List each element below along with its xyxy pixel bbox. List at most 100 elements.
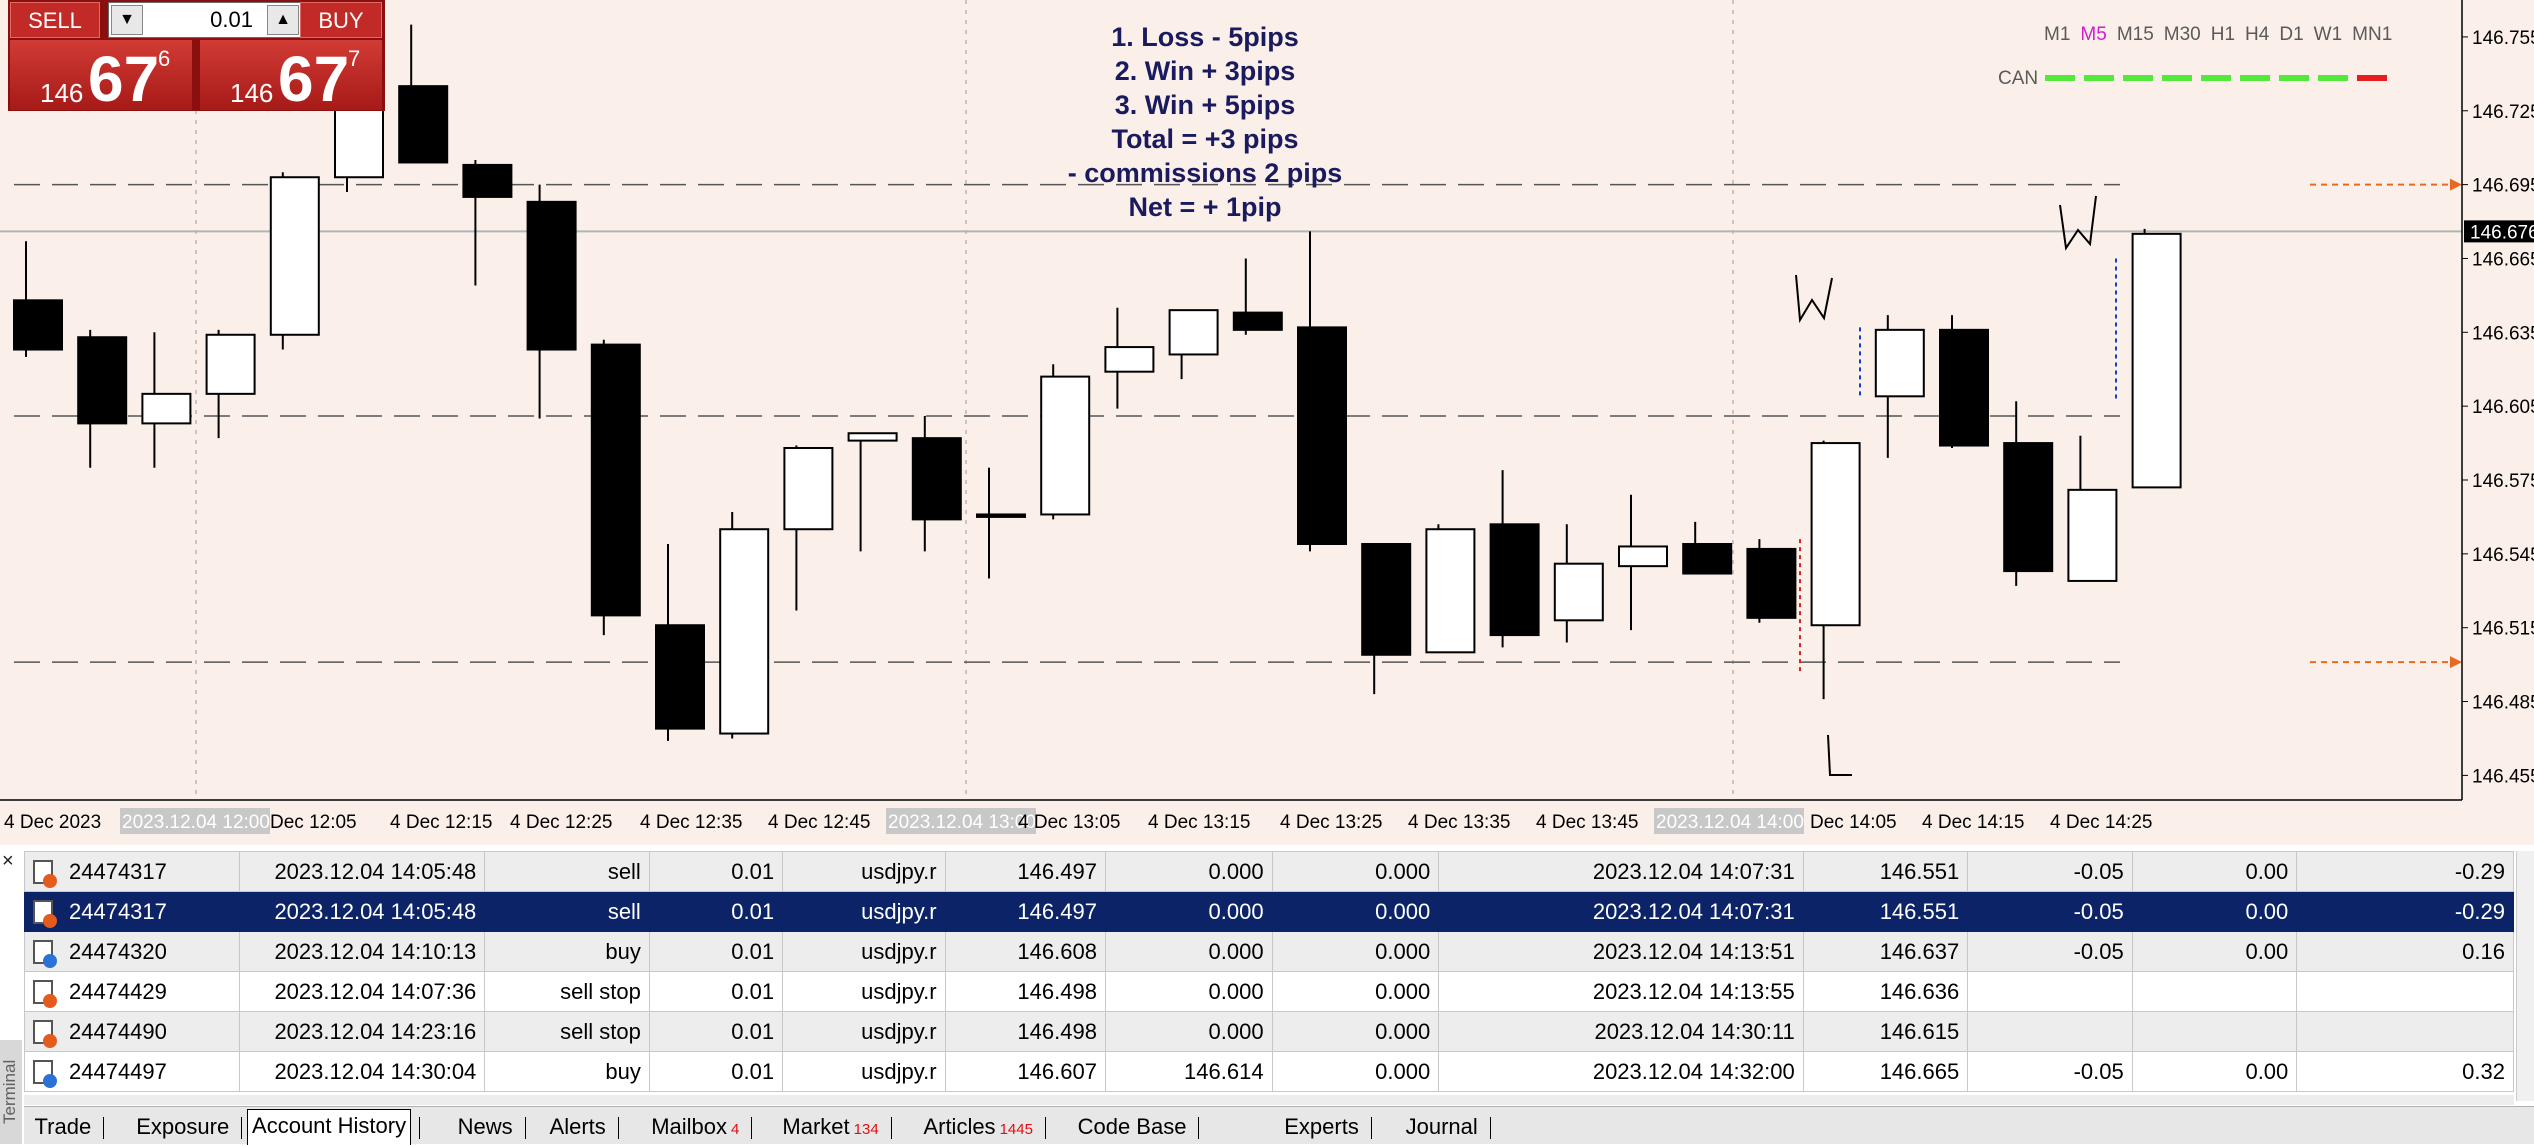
buy-price-display[interactable]: 146 67 7: [200, 40, 382, 115]
note-line: 3. Win + 5pips: [1114, 90, 1296, 120]
tab-label: Market: [782, 1114, 850, 1139]
tab-account-history[interactable]: Account History: [247, 1109, 412, 1145]
can-indicator-bar: [2084, 75, 2114, 81]
timeframe-m30[interactable]: M30: [2163, 24, 2201, 45]
cell-type: sell stop: [484, 1011, 650, 1052]
cell-type: buy: [484, 931, 650, 972]
bearish-candle: [1361, 543, 1412, 656]
tab-badge: 1445: [999, 1121, 1033, 1138]
note-line: Total = +3 pips: [1111, 124, 1299, 154]
cell-close-price: 146.637: [1802, 931, 1969, 972]
cell-profit: 0.16: [2296, 931, 2514, 972]
time-tick-highlight: [120, 808, 270, 834]
handwritten-l-mark: [1827, 734, 1852, 776]
tab-label: Account History: [252, 1113, 407, 1138]
cell-price: 146.497: [944, 891, 1106, 932]
price-tick-label: 146.755: [2472, 28, 2534, 49]
bearish-candle: [526, 200, 577, 351]
timeframe-h1[interactable]: H1: [2210, 24, 2236, 45]
bearish-candle: [1489, 523, 1540, 637]
time-tick-label: 4 Dec 14:15: [1922, 812, 2024, 833]
can-indicator-bar: [2240, 75, 2270, 81]
table-row-partial: [24, 1095, 2514, 1105]
price-chart[interactable]: 146.755 146.725 146.695 146.665 146.635 146.6…: [0, 0, 2534, 845]
lot-increase-icon[interactable]: ▲: [267, 5, 299, 35]
cell-ticket: 24474497: [24, 1051, 240, 1092]
tab-separator: [1370, 1117, 1372, 1139]
buy-button[interactable]: BUY: [300, 2, 382, 38]
tab-journal[interactable]: Journal: [1402, 1111, 1482, 1143]
cell-type: sell: [484, 851, 650, 892]
timeframe-indicator: M1 M5 M15 M30 H1 H4 D1 W1 MN1: [2044, 24, 2402, 46]
account-history-table[interactable]: 24474317 2023.12.04 14:05:48 sell 0.01 usdjp…: [24, 851, 2514, 1092]
timeframe-d1[interactable]: D1: [2279, 24, 2304, 45]
cell-symbol: usdjpy.r: [782, 891, 946, 932]
cell-price: 146.608: [944, 931, 1106, 972]
tab-experts[interactable]: Experts: [1280, 1111, 1363, 1143]
cell-ticket: 24474317: [24, 851, 240, 892]
table-scrollbar[interactable]: [2516, 851, 2534, 1101]
lot-size-input[interactable]: [145, 6, 261, 34]
time-tick-highlight: [886, 808, 1036, 834]
tab-market[interactable]: Market 134: [778, 1111, 882, 1143]
tab-separator: [103, 1117, 105, 1139]
timeframe-m5[interactable]: M5: [2080, 24, 2107, 45]
order-icon: [33, 980, 57, 1008]
tab-news[interactable]: News: [454, 1111, 517, 1143]
cell-type: sell: [484, 891, 650, 932]
sell-price-display[interactable]: 146 67 6: [10, 40, 192, 115]
cell-close-time: 2023.12.04 14:30:11: [1438, 1011, 1804, 1052]
bearish-candle: [1232, 311, 1283, 331]
cell-commission: [1967, 1011, 2133, 1052]
lot-decrease-icon[interactable]: ▼: [111, 5, 143, 35]
tab-separator: [241, 1117, 243, 1139]
can-indicator-bar: [2201, 75, 2231, 81]
cell-profit: -0.29: [2296, 891, 2514, 932]
tab-articles[interactable]: Articles 1445: [919, 1111, 1037, 1143]
cell-symbol: usdjpy.r: [782, 851, 946, 892]
candlestick-chart-canvas[interactable]: 146.755 146.725 146.695 146.665 146.635 146.6…: [0, 0, 2534, 845]
cell-ticket: 24474429: [24, 971, 240, 1012]
tab-alerts[interactable]: Alerts: [546, 1111, 610, 1143]
cell-tp: 0.000: [1271, 1051, 1440, 1092]
cell-profit: 0.32: [2296, 1051, 2514, 1092]
table-row[interactable]: 24474317 2023.12.04 14:05:48 sell 0.01 usdjp…: [24, 891, 2514, 932]
sell-button[interactable]: SELL: [10, 2, 100, 38]
bullish-candle: [1810, 442, 1861, 627]
order-icon: [33, 940, 57, 968]
lot-size-stepper[interactable]: ▼ ▲: [108, 2, 302, 38]
tab-code-base[interactable]: Code Base: [1074, 1111, 1191, 1143]
tab-trade[interactable]: Trade: [31, 1111, 96, 1143]
timeframe-m15[interactable]: M15: [2116, 24, 2154, 45]
tab-label: Experts: [1284, 1114, 1359, 1139]
table-row[interactable]: 24474317 2023.12.04 14:05:48 sell 0.01 usdjp…: [24, 851, 2514, 892]
tab-mailbox[interactable]: Mailbox 4: [647, 1111, 743, 1143]
cell-swap: [2131, 971, 2298, 1012]
can-indicator-bar: [2045, 75, 2075, 81]
cell-tp: 0.000: [1271, 971, 1440, 1012]
table-row[interactable]: 24474490 2023.12.04 14:23:16 sell stop 0.01…: [24, 1011, 2514, 1052]
table-row[interactable]: 24474497 2023.12.04 14:30:04 buy 0.01 usdjpy…: [24, 1051, 2514, 1092]
time-tick-label: 4 Dec 2023: [4, 812, 101, 833]
price-tick-label: 146.725: [2472, 102, 2534, 123]
cell-ticket: 24474317: [24, 891, 240, 932]
timeframe-mn1[interactable]: MN1: [2352, 24, 2393, 45]
timeframe-h4[interactable]: H4: [2245, 24, 2270, 45]
table-row[interactable]: 24474429 2023.12.04 14:07:36 sell stop 0.01…: [24, 971, 2514, 1012]
close-icon[interactable]: ×: [2, 850, 14, 872]
cell-sl: 0.000: [1104, 931, 1273, 972]
sell-price-big: 67: [88, 43, 160, 115]
timeframe-w1[interactable]: W1: [2313, 24, 2343, 45]
time-tick-label: 4 Dec 12:35: [640, 812, 742, 833]
can-indicator-bar: [2162, 75, 2192, 81]
price-tick-label: 146.485: [2472, 693, 2534, 714]
tab-exposure[interactable]: Exposure: [132, 1111, 233, 1143]
bullish-candle: [719, 528, 770, 735]
table-row[interactable]: 24474320 2023.12.04 14:10:13 buy 0.01 usdjpy…: [24, 931, 2514, 972]
time-tick-label: 4 Dec 12:25: [510, 812, 612, 833]
note-line: 2. Win + 3pips: [1114, 56, 1296, 86]
bearish-candle: [911, 437, 962, 521]
time-tick-label: 2023.12.04 14:00: [1656, 812, 1804, 833]
cell-size: 0.01: [648, 1051, 784, 1092]
timeframe-m1[interactable]: M1: [2044, 24, 2071, 45]
